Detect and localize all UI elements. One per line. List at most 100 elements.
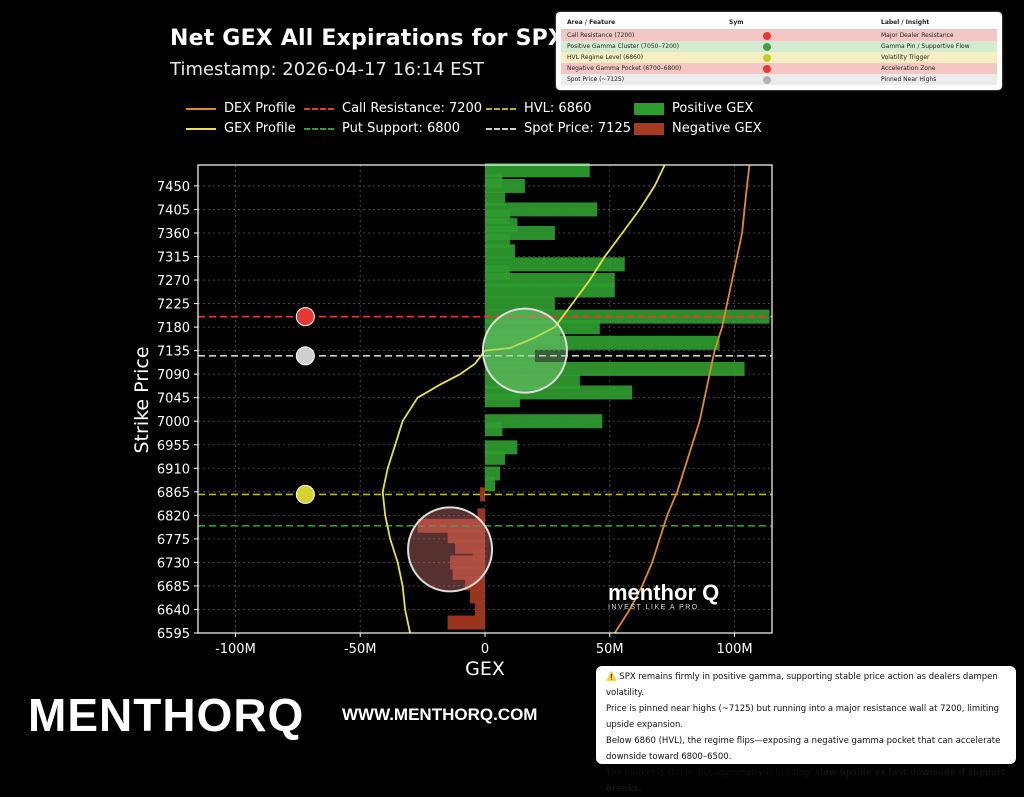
gex-chart: -100M -50M 0 50M 100M 6595 6640 6685 6730 6775 682… <box>131 163 773 680</box>
table-cell <box>723 30 875 42</box>
table-row: Spot Price (~7125) Pinned Near Highs <box>561 74 997 85</box>
insight-table: Area / Feature Sym Label / Insight Call … <box>556 12 1002 90</box>
table-cell: Positive Gamma Cluster (7050–7200) <box>567 43 680 50</box>
positive-gex-bar <box>485 163 590 178</box>
plot-frame <box>197 164 773 634</box>
table-row: Call Resistance (7200) Major Dealer Resi… <box>561 29 997 42</box>
legend-swatch <box>486 127 516 130</box>
positive-gex-bar <box>485 414 603 429</box>
dex-profile-line <box>614 164 751 634</box>
y-tick-label: 6910 <box>157 462 190 477</box>
x-tick-label: 0 <box>481 642 489 657</box>
y-axis-label: Strike Price <box>131 346 153 453</box>
highlight-circle <box>481 307 568 394</box>
table-header: Area / Feature <box>561 16 723 30</box>
y-tick-label: 6865 <box>157 486 190 501</box>
legend-swatch <box>304 127 334 130</box>
y-tick-label: 7180 <box>157 321 190 336</box>
chart-title: Net GEX All Expirations for SPX <box>170 26 566 51</box>
positive-gex-bar <box>485 202 598 217</box>
level-marker-dot <box>295 346 315 366</box>
table-row: Negative Gamma Pocket (6700–6800) Accele… <box>561 63 997 74</box>
y-tick-label: 7225 <box>157 298 190 313</box>
table-cell <box>723 74 875 85</box>
positive-gex-bar <box>485 385 633 400</box>
brand-logo: MENTHORQ <box>28 689 305 741</box>
watermark-tagline: INVEST LIKE A PRO <box>608 604 699 611</box>
table-cell <box>723 52 875 63</box>
legend-label: Call Resistance: 7200 <box>342 101 483 116</box>
y-tick-label: 6730 <box>157 556 190 571</box>
summary-line: Price is pinned near highs (~7125) but r… <box>606 704 1000 730</box>
positive-gex-bar <box>485 244 515 259</box>
red-dot-icon <box>763 31 771 40</box>
legend-swatch <box>486 107 516 110</box>
table-cell: Pinned Near Highs <box>881 76 937 83</box>
legend-positive-gex: Positive GEX <box>634 101 753 116</box>
y-tick-label: 6775 <box>157 533 190 548</box>
negative-gex-bar <box>477 508 485 523</box>
y-tick-label: 7360 <box>157 227 190 242</box>
positive-gex-bar <box>485 422 503 437</box>
gex-profile-line <box>381 164 666 634</box>
x-axis-label: GEX <box>465 658 505 680</box>
table-cell: Spot Price (~7125) <box>567 76 625 83</box>
level-marker-dot <box>295 484 315 504</box>
y-tick-label: 7405 <box>157 203 190 218</box>
legend-swatch <box>634 102 664 115</box>
negative-gex-bar <box>447 615 485 630</box>
red-dot-icon <box>763 64 771 73</box>
y-tick-label: 6640 <box>157 603 190 618</box>
legend-negative-gex: Negative GEX <box>634 121 762 136</box>
y-tick-label: 7045 <box>157 392 190 407</box>
table-cell <box>723 63 875 74</box>
chart-timestamp: Timestamp: 2026-04-17 16:14 EST <box>170 59 484 80</box>
brand-url[interactable]: WWW.MENTHORQ.COM <box>342 705 538 724</box>
table-header: Sym <box>723 16 875 30</box>
summary-text: The market is stable, but asymmetry is b… <box>606 768 816 778</box>
legend-label: HVL: 6860 <box>524 101 592 116</box>
table-cell <box>723 41 875 52</box>
x-tick-label: -50M <box>344 642 376 657</box>
positive-gex-bar <box>485 257 625 272</box>
table-cell: Acceleration Zone <box>881 65 936 72</box>
x-tick-label: 100M <box>717 642 753 657</box>
table-cell: Major Dealer Resistance <box>881 32 954 39</box>
y-tick-label: 6820 <box>157 509 190 524</box>
y-tick-label: 7090 <box>157 368 190 383</box>
chart-legend: DEX Profile GEX Profile Call Resistance:… <box>186 101 786 141</box>
legend-dex-profile: DEX Profile <box>186 101 296 116</box>
legend-label: Positive GEX <box>672 101 754 116</box>
summary-line: ⚠️ SPX remains firmly in positive gamma,… <box>606 669 1006 701</box>
negative-gex-bar <box>475 602 485 617</box>
y-tick-label: 6685 <box>157 580 190 595</box>
y-tick-label: 7450 <box>157 180 190 195</box>
yellow-dot-icon <box>763 53 771 62</box>
legend-spot-price: Spot Price: 7125 <box>486 121 631 136</box>
table-cell: Gamma Pin / Supportive Flow <box>881 43 970 50</box>
table-cell: Negative Gamma Pocket (6700–6800) <box>567 65 682 72</box>
legend-swatch <box>634 122 664 135</box>
legend-swatch <box>304 107 334 110</box>
table-cell: Call Resistance (7200) <box>567 32 635 39</box>
watermark-logo: menthor Q INVEST LIKE A PRO <box>608 580 719 611</box>
legend-label: Put Support: 6800 <box>342 121 461 136</box>
y-tick-label: 7315 <box>157 251 190 266</box>
positive-gex-bar <box>485 296 555 311</box>
legend-gex-profile: GEX Profile <box>186 121 296 136</box>
summary-text: SPX remains firmly in positive gamma, su… <box>606 672 998 698</box>
legend-put-support: Put Support: 6800 <box>304 121 460 136</box>
legend-swatch <box>186 107 216 110</box>
positive-gex-bar <box>485 335 720 350</box>
positive-gex-bar <box>485 283 615 298</box>
warning-icon: ⚠️ <box>606 672 617 682</box>
positive-gex-bar <box>485 476 495 491</box>
y-tick-label: 6595 <box>157 627 190 642</box>
positive-gex-bar <box>485 393 520 408</box>
grey-dot-icon <box>763 75 771 84</box>
table-cell: HVL Regime Level (6860) <box>567 54 644 61</box>
summary-line: The market is stable, but asymmetry is b… <box>606 765 1006 797</box>
x-tick-label: 50M <box>596 642 624 657</box>
level-marker-dot <box>295 307 315 327</box>
table-row: HVL Regime Level (6860) Volatility Trigg… <box>561 52 997 63</box>
